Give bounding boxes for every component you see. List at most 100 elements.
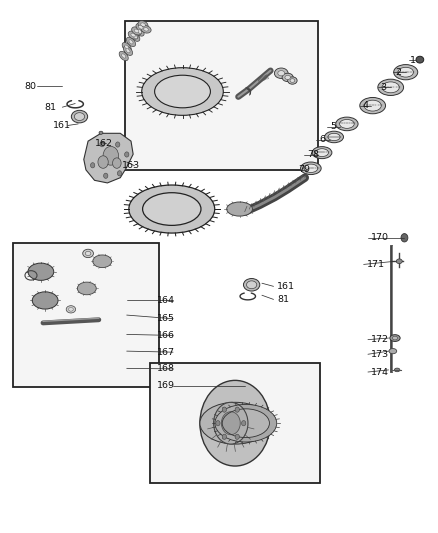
Ellipse shape <box>390 335 400 342</box>
Ellipse shape <box>132 27 141 35</box>
Ellipse shape <box>394 368 400 372</box>
Ellipse shape <box>389 349 397 354</box>
Ellipse shape <box>290 79 295 83</box>
Ellipse shape <box>71 110 88 123</box>
Text: 4: 4 <box>363 101 369 110</box>
Ellipse shape <box>155 75 210 108</box>
Text: 2: 2 <box>395 68 401 77</box>
Ellipse shape <box>124 46 133 55</box>
Ellipse shape <box>32 292 58 309</box>
Ellipse shape <box>144 28 148 31</box>
Ellipse shape <box>126 49 130 53</box>
Text: 164: 164 <box>157 296 175 305</box>
Text: 173: 173 <box>371 350 389 359</box>
Circle shape <box>241 421 246 426</box>
Ellipse shape <box>133 35 138 39</box>
Ellipse shape <box>128 31 138 39</box>
Ellipse shape <box>138 29 141 34</box>
Text: 81: 81 <box>44 103 56 112</box>
Text: 174: 174 <box>371 368 389 376</box>
Text: 169: 169 <box>157 381 175 390</box>
Ellipse shape <box>394 64 418 80</box>
Bar <box>124 21 318 170</box>
Ellipse shape <box>398 67 413 77</box>
Text: 165: 165 <box>157 314 175 323</box>
Ellipse shape <box>85 252 91 255</box>
Text: 171: 171 <box>367 260 385 269</box>
Text: 172: 172 <box>371 335 389 344</box>
Text: 161: 161 <box>53 121 71 130</box>
Circle shape <box>216 421 220 426</box>
Ellipse shape <box>141 26 151 33</box>
Text: 170: 170 <box>371 233 389 243</box>
Ellipse shape <box>122 54 126 58</box>
Ellipse shape <box>382 82 399 93</box>
Ellipse shape <box>339 119 354 128</box>
Text: 163: 163 <box>123 161 141 170</box>
Text: 1: 1 <box>410 55 416 64</box>
Circle shape <box>235 407 240 412</box>
Ellipse shape <box>396 259 402 264</box>
Text: 167: 167 <box>157 348 175 357</box>
Ellipse shape <box>360 98 385 114</box>
Ellipse shape <box>142 68 223 115</box>
Ellipse shape <box>200 402 270 444</box>
Ellipse shape <box>285 75 290 79</box>
Circle shape <box>104 173 108 179</box>
Text: 79: 79 <box>298 165 311 174</box>
Ellipse shape <box>74 112 85 120</box>
Ellipse shape <box>122 43 131 52</box>
Text: 3: 3 <box>380 83 386 92</box>
Ellipse shape <box>135 27 144 36</box>
Ellipse shape <box>274 68 288 78</box>
Circle shape <box>117 171 122 176</box>
Ellipse shape <box>131 32 140 42</box>
Ellipse shape <box>93 255 112 268</box>
Ellipse shape <box>28 263 54 280</box>
Circle shape <box>100 142 104 147</box>
Ellipse shape <box>143 193 201 225</box>
Text: 162: 162 <box>95 139 113 148</box>
Ellipse shape <box>131 33 135 37</box>
Text: 6: 6 <box>320 135 326 144</box>
Circle shape <box>222 407 226 412</box>
Ellipse shape <box>247 281 257 289</box>
Bar <box>150 363 320 483</box>
Ellipse shape <box>129 185 215 233</box>
Ellipse shape <box>69 308 73 311</box>
Ellipse shape <box>134 29 139 33</box>
Bar <box>13 243 159 386</box>
Ellipse shape <box>336 117 358 131</box>
Text: 80: 80 <box>25 82 36 91</box>
Circle shape <box>116 142 120 147</box>
Circle shape <box>235 434 240 439</box>
Ellipse shape <box>119 51 128 61</box>
Text: 78: 78 <box>307 150 319 159</box>
Circle shape <box>113 158 121 168</box>
Text: 81: 81 <box>277 295 289 304</box>
Ellipse shape <box>66 306 76 313</box>
Circle shape <box>98 156 108 168</box>
Ellipse shape <box>127 37 136 46</box>
Ellipse shape <box>315 149 328 157</box>
Ellipse shape <box>78 282 96 295</box>
Circle shape <box>221 411 240 435</box>
Circle shape <box>222 434 226 439</box>
Text: 168: 168 <box>157 365 175 374</box>
Ellipse shape <box>99 131 103 134</box>
Ellipse shape <box>125 45 129 49</box>
Ellipse shape <box>222 409 269 438</box>
Ellipse shape <box>83 249 93 257</box>
Ellipse shape <box>136 23 146 31</box>
Ellipse shape <box>312 147 332 159</box>
Ellipse shape <box>288 77 297 84</box>
Circle shape <box>200 381 270 466</box>
Circle shape <box>103 147 119 165</box>
Ellipse shape <box>325 131 343 143</box>
Ellipse shape <box>328 133 340 141</box>
Circle shape <box>125 152 129 157</box>
Ellipse shape <box>416 56 424 63</box>
Ellipse shape <box>129 40 133 44</box>
Ellipse shape <box>244 279 260 291</box>
Ellipse shape <box>392 336 398 340</box>
